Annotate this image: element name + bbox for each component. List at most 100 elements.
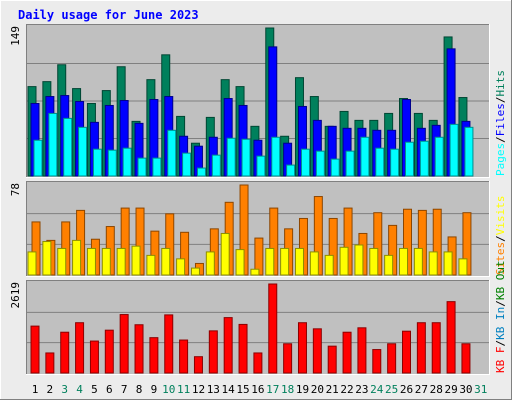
x-tick-label-day-16: 16 — [251, 383, 264, 396]
bar-kb-f-day-9 — [149, 337, 159, 374]
bar-visits-day-30 — [458, 258, 468, 276]
x-tick-label-day-8: 8 — [136, 383, 143, 396]
bar-pages-day-13 — [211, 154, 221, 177]
bar-kb-f-day-16 — [253, 352, 263, 374]
x-tick-label-day-7: 7 — [121, 383, 128, 396]
bar-pages-day-24 — [375, 147, 385, 177]
bar-pages-day-2 — [48, 112, 58, 177]
bar-kb-f-day-30 — [461, 343, 471, 374]
bar-visits-day-8 — [131, 245, 141, 276]
legend-entry: Visits — [494, 196, 507, 236]
x-axis-day-labels: 1 2 3 4 5 6 7 8 9 10 11 12 13 14 15 16 17 18 19 20 21 22 23 24 2… — [32, 383, 488, 396]
bar-pages-day-16 — [256, 155, 266, 177]
bar-visits-day-2 — [42, 241, 52, 276]
x-tick-label-day-2: 2 — [47, 383, 54, 396]
bar-visits-day-9 — [146, 254, 156, 276]
bar-visits-day-23 — [354, 244, 364, 276]
bar-kb-f-day-18 — [283, 343, 293, 374]
bar-pages-day-23 — [360, 136, 370, 177]
x-tick-label-day-13: 13 — [207, 383, 220, 396]
bar-kb-f-day-5 — [89, 340, 99, 374]
x-tick-label-day-29: 29 — [444, 383, 457, 396]
bar-kb-f-day-14 — [223, 317, 233, 374]
bar-pages-day-11 — [182, 152, 192, 177]
bar-pages-day-28 — [434, 136, 444, 177]
x-tick-label-day-3: 3 — [61, 383, 68, 396]
bar-kb-f-day-17 — [268, 283, 278, 374]
legend-entry: Sites — [494, 242, 507, 275]
bar-visits-day-10 — [161, 247, 171, 276]
y-axis-max-label: 149 — [9, 26, 22, 46]
bar-visits-day-24 — [369, 247, 379, 276]
bar-pages-day-8 — [137, 157, 147, 177]
bar-kb-f-day-28 — [431, 322, 441, 374]
bar-visits-day-27 — [413, 247, 423, 276]
legend-entry: Pages — [494, 143, 507, 176]
bar-kb-f-day-13 — [208, 330, 218, 374]
x-tick-label-day-18: 18 — [281, 383, 294, 396]
bar-pages-day-7 — [122, 147, 132, 177]
bar-kb-f-day-27 — [416, 322, 426, 374]
legend-entry: KB In — [494, 307, 507, 340]
bar-kb-f-day-26 — [402, 330, 411, 374]
bar-visits-day-13 — [205, 251, 215, 276]
chart-title: Daily usage for June 2023 — [18, 8, 199, 22]
bar-kb-f-day-4 — [75, 322, 85, 374]
bar-visits-day-17 — [265, 247, 275, 276]
legend-entry: Files — [494, 103, 507, 136]
legend-separator: / — [494, 340, 507, 347]
bar-visits-day-15 — [235, 249, 245, 276]
bar-kb-f-day-2 — [45, 352, 55, 374]
x-tick-label-day-25: 25 — [385, 383, 398, 396]
legend-separator: / — [494, 136, 507, 143]
series-kb-f — [30, 283, 471, 374]
bar-kb-f-day-1 — [30, 325, 40, 374]
bar-pages-day-21 — [330, 158, 340, 177]
bar-pages-day-1 — [33, 139, 43, 177]
bar-pages-day-30 — [464, 126, 474, 177]
bar-kb-f-day-8 — [134, 324, 144, 374]
bar-pages-day-25 — [390, 148, 400, 177]
x-tick-label-day-15: 15 — [236, 383, 249, 396]
x-tick-label-day-1: 1 — [32, 383, 39, 396]
bar-visits-day-25 — [384, 254, 394, 276]
x-tick-label-day-4: 4 — [76, 383, 83, 396]
y-axis-max-label: 2619 — [9, 282, 22, 309]
bar-visits-day-4 — [72, 239, 82, 276]
x-tick-label-day-19: 19 — [296, 383, 309, 396]
bar-visits-day-11 — [176, 258, 186, 276]
x-tick-label-day-31: 31 — [474, 383, 487, 396]
bar-visits-day-7 — [116, 247, 126, 276]
bar-pages-day-29 — [449, 123, 459, 177]
x-tick-label-day-30: 30 — [459, 383, 472, 396]
x-tick-label-day-17: 17 — [266, 383, 279, 396]
legend-separator: / — [494, 300, 507, 307]
bar-pages-day-10 — [167, 129, 177, 177]
bar-visits-day-6 — [101, 247, 111, 276]
bar-kb-f-day-21 — [327, 345, 337, 374]
legend-separator: / — [494, 235, 507, 242]
bar-pages-day-12 — [196, 167, 206, 177]
bar-pages-day-27 — [419, 140, 429, 177]
bar-pages-day-5 — [92, 148, 102, 177]
bar-kb-f-day-7 — [119, 314, 129, 374]
x-tick-label-day-11: 11 — [177, 383, 190, 396]
bar-kb-f-day-19 — [297, 322, 307, 374]
panel-visits-sites: 78 Sites/Visits — [9, 181, 507, 277]
bar-pages-day-15 — [241, 138, 251, 177]
bar-kb-f-day-24 — [372, 349, 382, 374]
legend: KB F/KB In/KB Out — [494, 260, 507, 373]
bar-kb-f-day-15 — [238, 323, 248, 374]
bar-kb-f-day-10 — [164, 314, 174, 374]
bar-visits-day-19 — [294, 247, 304, 276]
x-tick-label-day-9: 9 — [151, 383, 158, 396]
legend: Sites/Visits — [494, 196, 507, 276]
legend: Pages/Files/Hits — [494, 70, 507, 176]
x-tick-label-day-26: 26 — [400, 383, 413, 396]
panel-kb-traffic: 2619 KB F/KB In/KB Out — [9, 260, 507, 375]
panel-hits-files-pages: 149 Pages/Files/Hits — [9, 24, 507, 178]
series-visits — [27, 232, 468, 276]
bar-visits-day-29 — [443, 251, 453, 276]
bar-kb-f-day-23 — [357, 327, 367, 374]
